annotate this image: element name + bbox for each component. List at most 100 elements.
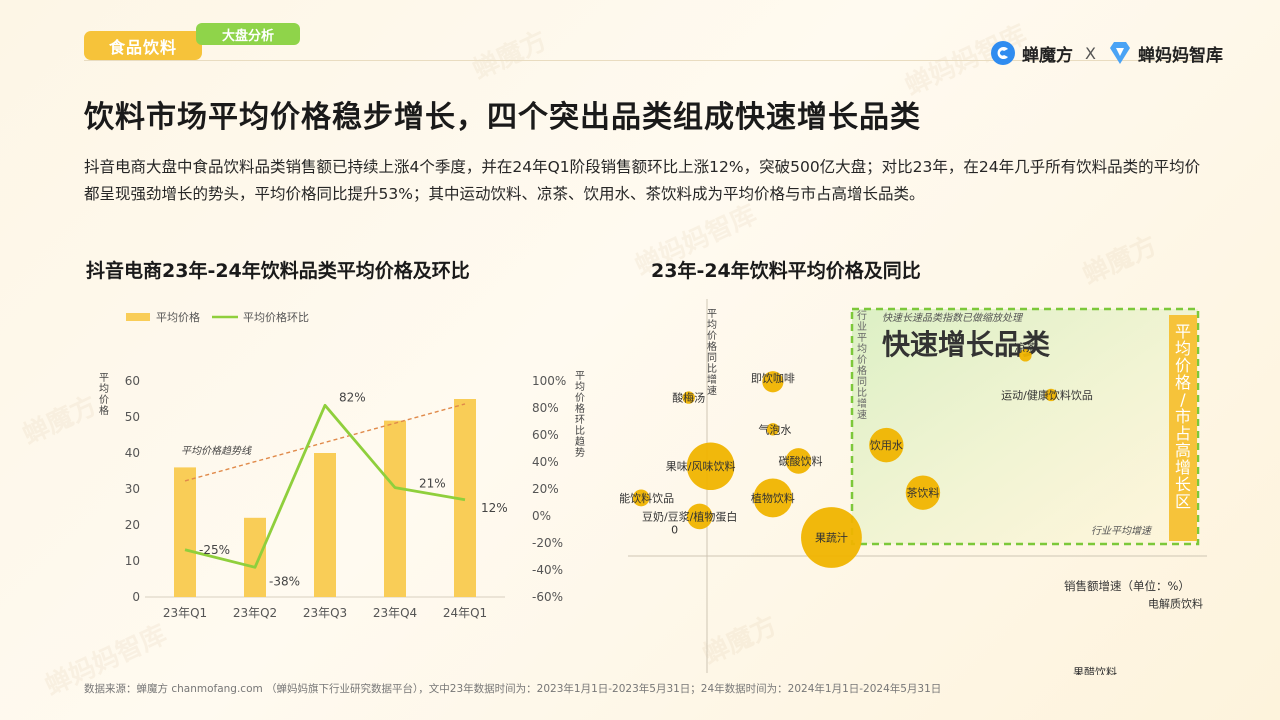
high-growth-zone-bar bbox=[1169, 315, 1197, 541]
price-growth-bubble-chart: 平均价格/市占高增长区快速长速品类指数已做缩放处理快速增长品类行业平均价格同比增… bbox=[620, 299, 1207, 675]
right-tick-label: -60% bbox=[532, 590, 563, 604]
y-axis-title-char: 速 bbox=[707, 385, 717, 397]
category-bubble bbox=[762, 371, 784, 393]
category-bubble bbox=[869, 427, 904, 463]
mom-data-label: 12% bbox=[481, 501, 508, 515]
left-axis-title-char: 平 bbox=[99, 373, 109, 384]
y-axis-title-char: 格 bbox=[707, 340, 717, 353]
y-axis-title-char: 价 bbox=[707, 330, 717, 342]
left-axis-title: 平均价格 bbox=[99, 373, 109, 417]
bubble-label: 气泡水 bbox=[758, 422, 791, 436]
right-chart-title: 23年-24年饮料平均价格及同比 bbox=[651, 260, 921, 282]
right-axis-title-char: 环 bbox=[575, 415, 585, 426]
legend-label-bar: 平均价格 bbox=[156, 310, 200, 324]
left-axis-title-char: 均 bbox=[99, 383, 109, 395]
category-label: 23年Q4 bbox=[373, 606, 417, 620]
brand-separator: X bbox=[1085, 43, 1096, 63]
category-bubble bbox=[801, 507, 862, 568]
high-growth-zone-label-char: 增 bbox=[1175, 458, 1191, 477]
trendline-label: 平均价格趋势线 bbox=[181, 445, 252, 457]
industry-price-growth-label-char: 增 bbox=[857, 397, 867, 410]
brand-name-chanmofang: 蝉魔方 bbox=[1022, 45, 1073, 66]
left-axis-title-char: 格 bbox=[99, 404, 109, 417]
category-label: 23年Q1 bbox=[163, 606, 207, 620]
chanmama-logo-icon bbox=[1109, 42, 1130, 64]
data-source-footnote: 数据来源：蝉魔方 chanmofang.com （蝉妈妈旗下行业研究数据平台），… bbox=[84, 683, 942, 695]
left-tick-label: 10 bbox=[125, 554, 140, 568]
bubble-label: 功能饮料饮品 bbox=[620, 491, 674, 505]
bubble-label: 茶饮料 bbox=[906, 486, 939, 500]
category-bubble bbox=[766, 423, 780, 436]
industry-price-growth-label-char: 比 bbox=[857, 387, 867, 399]
bubble-label: 运动/健康饮料饮品 bbox=[1001, 388, 1093, 402]
bubble-label: 碳酸饮料 bbox=[779, 454, 823, 468]
legend-swatch-bar bbox=[126, 313, 150, 321]
industry-avg-growth-label: 行业平均增速 bbox=[1091, 525, 1153, 537]
price-bar bbox=[244, 517, 266, 597]
brand-name-chanmama: 蝉妈妈智库 bbox=[1137, 45, 1223, 66]
right-axis-title-char: 均 bbox=[575, 381, 585, 393]
y-axis-title-char: 增 bbox=[707, 373, 717, 386]
brand-logos: 蝉魔方 X 蝉妈妈智库 bbox=[990, 40, 1223, 66]
high-growth-zone-label-char: 市 bbox=[1175, 407, 1191, 426]
high-growth-zone-label-char: / bbox=[1180, 390, 1186, 409]
industry-price-growth-label-char: 价 bbox=[857, 354, 867, 366]
left-tick-label: 30 bbox=[125, 482, 140, 496]
bubble-label: 植物饮料 bbox=[751, 491, 795, 505]
left-tick-label: 40 bbox=[125, 446, 140, 460]
industry-price-growth-label-char: 同 bbox=[857, 376, 867, 388]
legend-label-line: 平均价格环比 bbox=[243, 310, 309, 324]
high-growth-zone-label-char: 平 bbox=[1175, 322, 1191, 341]
right-tick-label: 40% bbox=[532, 455, 559, 469]
bubble-label: 即饮咖啡 bbox=[751, 371, 795, 385]
y-axis-title-char: 均 bbox=[707, 319, 717, 331]
industry-price-growth-label-char: 格 bbox=[857, 364, 867, 377]
mom-data-label: 21% bbox=[419, 477, 446, 491]
right-axis-title-char: 格 bbox=[575, 402, 585, 415]
bubble-label: 酸梅汤 bbox=[672, 391, 705, 405]
watermark: 蝉魔方 bbox=[468, 25, 552, 86]
high-growth-zone-label-char: 长 bbox=[1175, 475, 1191, 494]
right-axis-title-char: 比 bbox=[575, 425, 585, 437]
mom-data-label: -38% bbox=[269, 574, 300, 588]
category-bubble bbox=[785, 448, 812, 474]
category-label: 23年Q2 bbox=[233, 606, 277, 620]
industry-price-growth-label-char: 平 bbox=[857, 333, 867, 344]
chanmofang-logo-icon bbox=[991, 41, 1015, 65]
intro-paragraph: 抖音电商大盘中食品饮料品类销售额已持续上涨4个季度，并在24年Q1阶段销售额环比… bbox=[84, 158, 1201, 203]
right-axis-title-char: 趋 bbox=[575, 435, 585, 448]
category-bubble bbox=[686, 503, 713, 530]
bubble-label: 豆奶/豆浆/植物蛋白 bbox=[642, 509, 737, 523]
industry-price-growth-label-char: 行 bbox=[857, 309, 867, 322]
high-growth-zone-label-char: 占 bbox=[1175, 424, 1191, 443]
category-bubble bbox=[1044, 388, 1058, 402]
price-bar bbox=[384, 420, 406, 597]
trendline bbox=[184, 403, 466, 482]
sub-category-tag: 大盘分析 bbox=[196, 23, 300, 45]
left-tick-label: 60 bbox=[125, 374, 140, 388]
left-chart-title: 抖音电商23年-24年饮料品类平均价格及环比 bbox=[86, 260, 470, 282]
price-bar bbox=[174, 467, 196, 597]
category-bubble bbox=[753, 478, 793, 518]
high-growth-zone-label-char: 高 bbox=[1175, 441, 1191, 460]
left-tick-label: 20 bbox=[125, 518, 140, 532]
right-tick-label: 80% bbox=[532, 401, 559, 415]
left-axis-title-char: 价 bbox=[99, 394, 109, 406]
high-growth-zone-label-char: 价 bbox=[1175, 356, 1191, 375]
right-axis-title-char: 势 bbox=[575, 446, 585, 459]
category-tag: 食品饮料 bbox=[84, 31, 202, 60]
high-growth-zone-label-char: 均 bbox=[1175, 339, 1191, 358]
right-axis-title-char: 价 bbox=[575, 392, 585, 404]
y-axis-title-char: 比 bbox=[707, 363, 717, 375]
page-title: 饮料市场平均价格稳步增长，四个突出品类组成快速增长品类 bbox=[84, 100, 921, 135]
category-bubble bbox=[686, 442, 735, 491]
mom-line bbox=[184, 403, 466, 569]
x-axis-title: 销售额增速（单位：%） bbox=[1064, 579, 1190, 593]
price-trend-chart: 平均价格 平均价格环比平均价格平均价格环比趋势0102030405060-60%-… bbox=[99, 310, 585, 620]
y-axis-title-char: 平 bbox=[707, 309, 717, 320]
category-bubble bbox=[1019, 349, 1032, 362]
